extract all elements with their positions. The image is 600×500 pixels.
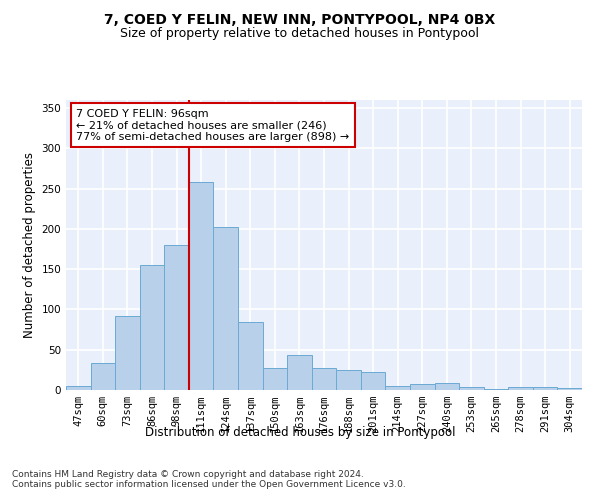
Bar — [484, 389, 508, 390]
Text: Contains HM Land Registry data © Crown copyright and database right 2024.: Contains HM Land Registry data © Crown c… — [12, 470, 364, 479]
Text: 7 COED Y FELIN: 96sqm
← 21% of detached houses are smaller (246)
77% of semi-det: 7 COED Y FELIN: 96sqm ← 21% of detached … — [76, 108, 350, 142]
Bar — [66, 386, 91, 390]
Bar — [434, 383, 459, 390]
Bar — [115, 316, 140, 390]
Bar — [336, 370, 361, 390]
Text: 7, COED Y FELIN, NEW INN, PONTYPOOL, NP4 0BX: 7, COED Y FELIN, NEW INN, PONTYPOOL, NP4… — [104, 12, 496, 26]
Bar — [263, 368, 287, 390]
Bar — [410, 384, 434, 390]
Bar — [214, 228, 238, 390]
Bar — [91, 364, 115, 390]
Y-axis label: Number of detached properties: Number of detached properties — [23, 152, 36, 338]
Bar — [557, 388, 582, 390]
Text: Contains public sector information licensed under the Open Government Licence v3: Contains public sector information licen… — [12, 480, 406, 489]
Bar — [140, 265, 164, 390]
Text: Size of property relative to detached houses in Pontypool: Size of property relative to detached ho… — [121, 28, 479, 40]
Bar — [508, 387, 533, 390]
Text: Distribution of detached houses by size in Pontypool: Distribution of detached houses by size … — [145, 426, 455, 439]
Bar — [189, 182, 214, 390]
Bar — [287, 354, 312, 390]
Bar — [164, 245, 189, 390]
Bar — [238, 322, 263, 390]
Bar — [385, 386, 410, 390]
Bar — [361, 372, 385, 390]
Bar — [459, 387, 484, 390]
Bar — [312, 368, 336, 390]
Bar — [533, 387, 557, 390]
